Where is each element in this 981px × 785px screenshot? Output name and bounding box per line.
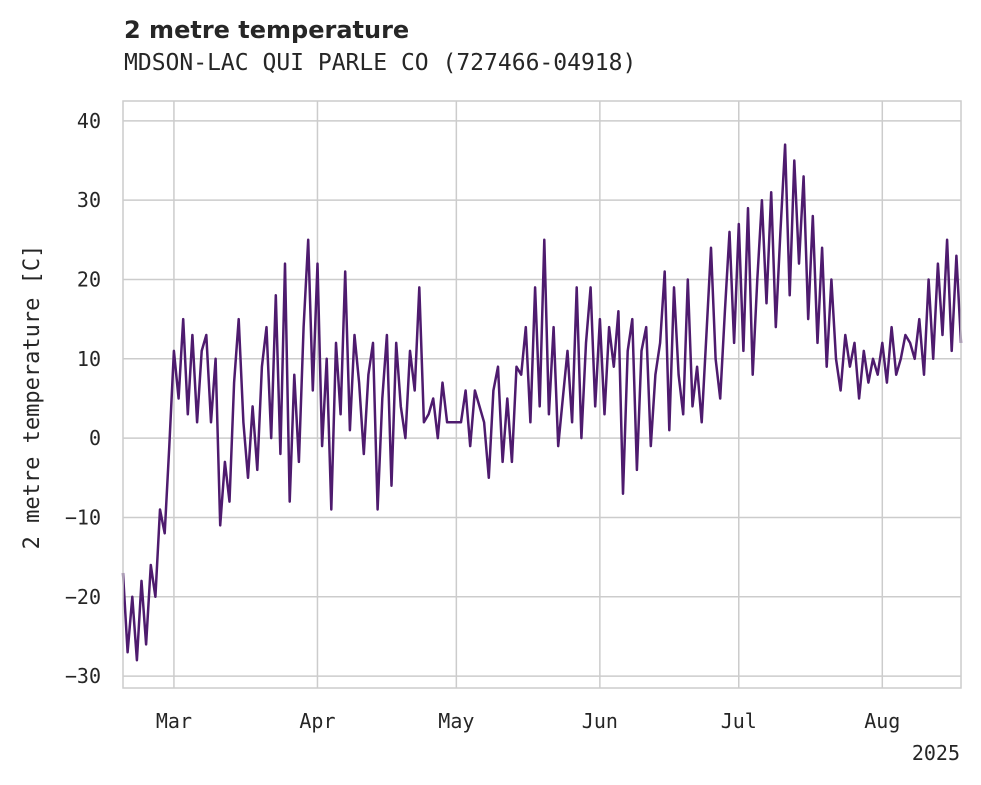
- x-tick-label: Mar: [156, 709, 192, 733]
- y-tick-label: −30: [65, 664, 101, 688]
- x-tick-label: Apr: [299, 709, 335, 733]
- x-tick-label: Jul: [721, 709, 757, 733]
- y-tick-label: 0: [89, 426, 101, 450]
- plot-frame: [122, 100, 962, 689]
- y-tick-label: 10: [77, 347, 101, 371]
- chart-subtitle: MDSON-LAC QUI PARLE CO (727466-04918): [124, 50, 637, 76]
- x-tick-label: Aug: [864, 709, 900, 733]
- plot-area: [121, 143, 963, 662]
- y-tick-label: 40: [77, 109, 101, 133]
- y-axis: 40 30 20 10 0 −10 −20 −30: [65, 109, 101, 688]
- chart-title: 2 metre temperature: [124, 16, 410, 44]
- x-axis-offset-label: 2025: [912, 741, 960, 765]
- y-tick-label: 20: [77, 267, 101, 291]
- x-tick-label: Jun: [582, 709, 618, 733]
- y-tick-label: 30: [77, 188, 101, 212]
- y-axis-label: 2 metre temperature [C]: [20, 245, 45, 550]
- x-axis: Mar Apr May Jun Jul Aug: [156, 709, 900, 733]
- chart-grid: [123, 101, 961, 688]
- y-tick-label: −10: [65, 505, 101, 529]
- temperature-series-line: [121, 143, 963, 662]
- y-tick-label: −20: [65, 585, 101, 609]
- x-tick-label: May: [438, 709, 474, 733]
